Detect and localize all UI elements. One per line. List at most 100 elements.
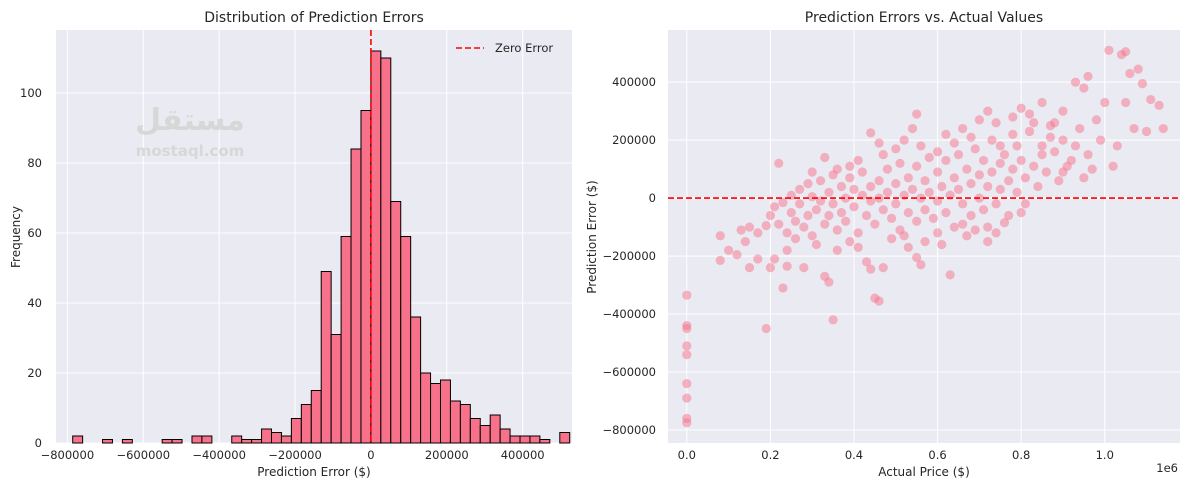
scatter-point bbox=[1079, 83, 1089, 93]
scatter-point bbox=[1062, 161, 1072, 171]
scatter-y-tick-label: 0 bbox=[649, 191, 656, 205]
legend-label-zero-error: Zero Error bbox=[495, 41, 553, 55]
scatter-point bbox=[807, 231, 817, 241]
scatter-point bbox=[907, 123, 918, 134]
scatter-title: Prediction Errors vs. Actual Values bbox=[805, 10, 1043, 26]
hist-bar bbox=[320, 271, 332, 444]
scatter-point bbox=[899, 231, 909, 241]
watermark-site: mostaql.com bbox=[136, 142, 245, 160]
scatter-point bbox=[807, 167, 817, 177]
scatter-point bbox=[1050, 147, 1060, 157]
hist-y-tick-label: 80 bbox=[27, 156, 42, 170]
hist-y-tick-label: 40 bbox=[27, 296, 42, 310]
scatter-point bbox=[753, 254, 763, 264]
scatter-point bbox=[1016, 155, 1026, 166]
scatter-point bbox=[932, 147, 943, 157]
scatter-point bbox=[1037, 150, 1047, 160]
scatter-point bbox=[949, 173, 959, 183]
scatter-point bbox=[962, 164, 972, 174]
scatter-point bbox=[882, 164, 893, 174]
scatter-point bbox=[903, 173, 913, 183]
scatter-x-tick-label: 0.2 bbox=[761, 448, 779, 462]
scatter-point bbox=[832, 164, 842, 174]
scatter-point bbox=[857, 167, 867, 177]
scatter-point bbox=[1041, 167, 1051, 177]
scatter-point bbox=[1012, 187, 1022, 197]
hist-bar bbox=[271, 432, 282, 444]
scatter-point bbox=[803, 210, 813, 221]
scatter-point bbox=[795, 184, 805, 195]
watermark-logo: مستقل bbox=[135, 103, 245, 138]
scatter-point bbox=[774, 219, 784, 229]
scatter-point bbox=[953, 150, 964, 160]
scatter-point bbox=[874, 296, 884, 306]
hist-x-tick-label: −200000 bbox=[268, 448, 322, 462]
scatter-x-tick-label: 0.6 bbox=[928, 448, 946, 462]
scatter-point bbox=[1029, 161, 1039, 171]
hist-bar bbox=[231, 435, 243, 444]
scatter-point bbox=[1016, 207, 1026, 218]
hist-bar bbox=[400, 236, 412, 444]
scatter-point bbox=[966, 132, 976, 142]
scatter-point bbox=[782, 228, 792, 238]
scatter-point bbox=[736, 225, 746, 235]
scatter-point bbox=[962, 231, 972, 241]
scatter-point bbox=[845, 173, 855, 183]
scatter-point bbox=[1070, 77, 1081, 87]
scatter-point bbox=[836, 181, 847, 192]
scatter-point bbox=[974, 170, 984, 180]
scatter-point bbox=[1008, 164, 1018, 174]
scatter-point bbox=[1158, 123, 1168, 134]
scatter-point bbox=[891, 179, 901, 189]
scatter-point bbox=[1129, 123, 1139, 134]
scatter-point bbox=[849, 202, 859, 212]
scatter-point bbox=[995, 158, 1005, 168]
scatter-x-tick-label: 0.8 bbox=[1012, 448, 1030, 462]
scatter-point bbox=[682, 418, 692, 428]
scatter-point bbox=[682, 323, 692, 334]
scatter-point bbox=[824, 210, 834, 221]
scatter-point bbox=[1058, 135, 1068, 145]
hist-legend[interactable]: Zero Error bbox=[456, 41, 553, 55]
hist-bars bbox=[72, 50, 571, 444]
scatter-point bbox=[1075, 123, 1085, 134]
scatter-point bbox=[878, 205, 888, 215]
scatter-point bbox=[778, 283, 788, 293]
scatter-point bbox=[866, 128, 876, 138]
hist-bar bbox=[489, 414, 501, 444]
hist-bar bbox=[290, 418, 302, 444]
hist-bar bbox=[439, 379, 451, 444]
scatter-point bbox=[866, 264, 876, 274]
scatter-point bbox=[995, 141, 1005, 151]
scatter-point bbox=[845, 161, 855, 171]
scatter-point bbox=[682, 290, 692, 300]
scatter-point bbox=[958, 199, 968, 209]
scatter-point bbox=[853, 155, 863, 166]
hist-ylabel: Frequency bbox=[9, 206, 23, 268]
scatter-point bbox=[1058, 106, 1068, 116]
scatter-point bbox=[753, 228, 763, 238]
hist-x-tick-label: 0 bbox=[367, 448, 374, 462]
scatter-point bbox=[924, 187, 934, 197]
scatter-point bbox=[811, 205, 821, 215]
scatter-point bbox=[958, 123, 968, 134]
scatter-point bbox=[765, 210, 776, 221]
scatter-point bbox=[1008, 129, 1018, 139]
scatter-point bbox=[920, 176, 930, 186]
hist-bar bbox=[251, 439, 263, 444]
hist-bar bbox=[191, 435, 203, 444]
scatter-point bbox=[1141, 126, 1152, 137]
scatter-point bbox=[1083, 150, 1093, 160]
scatter-point bbox=[828, 315, 838, 325]
scatter-point bbox=[1033, 181, 1043, 192]
scatter-point bbox=[790, 216, 801, 226]
scatter-point bbox=[1037, 97, 1047, 108]
scatter-point bbox=[682, 350, 692, 360]
scatter-point bbox=[853, 242, 863, 252]
scatter-point bbox=[824, 187, 834, 197]
scatter-point bbox=[1100, 97, 1110, 108]
hist-x-tick-label: −600000 bbox=[116, 448, 170, 462]
hist-bar bbox=[370, 50, 382, 444]
scatter-point bbox=[1070, 141, 1081, 151]
